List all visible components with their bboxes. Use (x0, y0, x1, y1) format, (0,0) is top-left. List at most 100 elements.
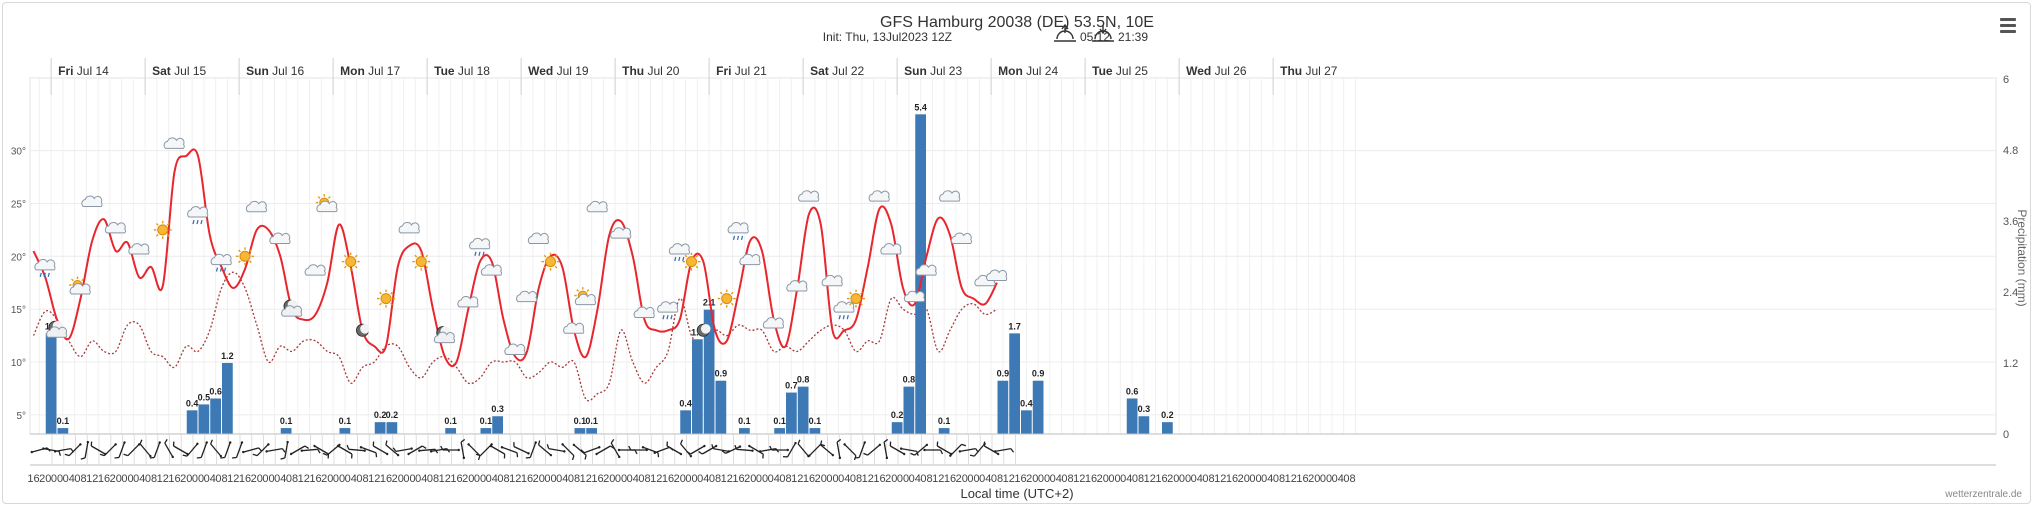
temperature-line (32, 148, 998, 368)
x-tick-label: 16 (1014, 473, 1026, 485)
precip-bar (586, 428, 597, 434)
x-tick-label: 12 (157, 473, 169, 485)
sun-icon (153, 220, 172, 239)
x-tick-label: 04 (415, 473, 427, 485)
precip-data-label: 5.4 (914, 102, 927, 112)
wind-arrow-icon (475, 443, 493, 457)
precip-data-label: 0.8 (903, 375, 916, 385)
cloud-icon (128, 243, 150, 255)
day-label: Tue Jul 25 (1092, 64, 1148, 78)
x-tick-label: 12 (1073, 473, 1085, 485)
wind-arrow-icon (889, 441, 906, 456)
wind-arrow-icon (30, 447, 51, 454)
x-tick-label: 16 (239, 473, 251, 485)
wind-arrow-icon (863, 443, 882, 456)
cloud-icon (798, 190, 820, 202)
wind-arrow-icon (819, 440, 835, 457)
dewpoint-line (32, 271, 998, 402)
x-tick-label: 04 (838, 473, 850, 485)
wind-arrow-icon (346, 444, 366, 452)
wind-arrow-icon (500, 446, 519, 458)
wind-arrow-icon (196, 441, 208, 459)
wind-arrow-icon (808, 443, 826, 457)
x-tick-label: 04 (1191, 473, 1203, 485)
precip-bar (198, 404, 210, 434)
wind-arrow-icon (610, 438, 621, 459)
x-tick-label: 00 (897, 473, 909, 485)
wind-arrow-icon (537, 440, 553, 457)
x-tick-label: 12 (439, 473, 451, 485)
moon-cloud-icon (433, 326, 456, 344)
y-left-tick-label: 30° (11, 147, 26, 158)
wind-arrow-icon (80, 440, 90, 460)
x-tick-label: 00 (1320, 473, 1332, 485)
precip-bar (280, 428, 292, 434)
x-tick-label: 08 (74, 473, 86, 485)
credit-text: wetterzentrale.de (1944, 489, 2022, 500)
x-tick-label: 08 (145, 473, 157, 485)
wind-arrow-icon (392, 447, 413, 453)
wind-arrow-icon (769, 445, 789, 452)
x-tick-label: 00 (1038, 473, 1050, 485)
wind-arrow-icon (460, 438, 466, 460)
precip-bar (1021, 410, 1032, 434)
x-tick-label: 20 (744, 473, 756, 485)
precip-data-label: 0.1 (809, 416, 822, 426)
x-tick-label: 20 (1097, 473, 1109, 485)
wind-arrow-icon (322, 443, 341, 456)
day-label: Fri Jul 21 (716, 64, 767, 78)
precip-bar (222, 362, 233, 434)
x-tick-label: 20 (815, 473, 827, 485)
wind-arrow-icon (854, 441, 866, 459)
cloud-icon (939, 190, 961, 202)
cloud-icon (81, 195, 103, 207)
precip-bar (57, 428, 69, 434)
sun-icon (717, 289, 736, 308)
cloud-icon (586, 200, 608, 213)
chart-grid (29, 77, 1997, 435)
x-tick-label: 20 (392, 473, 404, 485)
x-tick-label: 04 (486, 473, 498, 485)
day-label: Thu Jul 27 (1280, 64, 1338, 78)
x-tick-label: 04 (133, 473, 145, 485)
x-tick-label: 12 (509, 473, 521, 485)
x-tick-label: 08 (991, 473, 1003, 485)
x-tick-label: 16 (1155, 473, 1167, 485)
x-tick-label: 12 (580, 473, 592, 485)
moon-icon (356, 323, 370, 337)
day-label: Wed Jul 19 (528, 64, 589, 78)
x-tick-label: 12 (1144, 473, 1156, 485)
chart-title: GFS Hamburg 20038 (DE) 53.5N, 10E (880, 14, 1154, 31)
wind-arrow-icon (114, 441, 126, 459)
cloud-icon (457, 295, 479, 308)
x-tick-label: 20 (1026, 473, 1038, 485)
rain-cloud-icon (34, 258, 56, 278)
wind-arrow-icon (748, 444, 764, 459)
sun-icon (682, 252, 701, 271)
precip-bar (1138, 416, 1150, 434)
precip-data-label: 0.9 (997, 369, 1010, 379)
cloud-icon (516, 290, 538, 303)
day-label: Mon Jul 17 (340, 64, 400, 78)
x-tick-label: 04 (274, 473, 286, 485)
precip-data-label: 2.1 (703, 298, 716, 308)
x-tick-label: 12 (227, 473, 239, 485)
x-tick-label: 08 (850, 473, 862, 485)
wind-arrow-icon (359, 446, 378, 458)
cloud-icon (245, 200, 268, 213)
wind-arrow-icon (782, 441, 797, 458)
moon-icon (696, 323, 711, 337)
x-tick-label: 16 (732, 473, 744, 485)
cloud-icon (821, 274, 843, 287)
moon-cloud-icon (281, 299, 303, 317)
wind-arrow-icon (172, 441, 189, 456)
cloud-icon (880, 243, 902, 255)
x-tick-label: 20 (462, 473, 474, 485)
rain-cloud-icon (657, 301, 679, 320)
wind-arrow-icon (680, 439, 693, 458)
precip-data-label: 0.9 (1032, 369, 1045, 379)
precip-data-label: 0.8 (797, 375, 810, 385)
sunrise-icon (1054, 23, 1076, 42)
menu-icon[interactable] (2000, 18, 2018, 34)
